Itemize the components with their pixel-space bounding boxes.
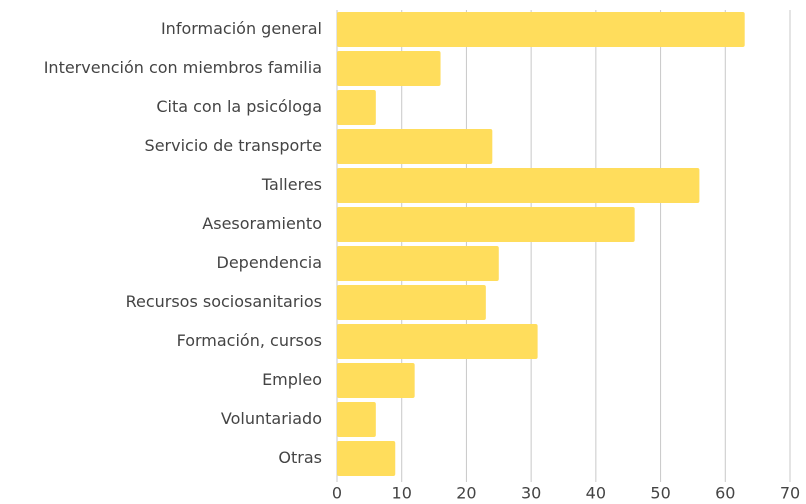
- y-tick-label: Formación, cursos: [177, 331, 322, 350]
- x-tick-label: 10: [392, 484, 412, 503]
- x-tick-label: 50: [650, 484, 670, 503]
- bar: [337, 90, 376, 125]
- y-tick-label: Recursos sociosanitarios: [126, 292, 322, 311]
- y-tick-label: Información general: [161, 19, 322, 38]
- bar: [337, 246, 499, 281]
- bar: [337, 402, 376, 437]
- bar: [337, 51, 441, 86]
- x-tick-label: 20: [456, 484, 476, 503]
- y-tick-label: Empleo: [262, 370, 322, 389]
- y-tick-label: Dependencia: [217, 253, 323, 272]
- bar: [337, 285, 486, 320]
- bar: [337, 441, 396, 476]
- x-tick-label: 30: [521, 484, 541, 503]
- y-tick-label: Otras: [278, 448, 322, 467]
- y-tick-label: Cita con la psicóloga: [156, 97, 322, 116]
- bar: [337, 129, 493, 164]
- bar: [337, 207, 635, 242]
- x-tick-label: 0: [332, 484, 342, 503]
- bar: [337, 12, 745, 47]
- x-tick-label: 40: [586, 484, 606, 503]
- bar: [337, 168, 700, 203]
- y-tick-label: Servicio de transporte: [145, 136, 322, 155]
- x-tick-label: 60: [715, 484, 735, 503]
- y-tick-label: Talleres: [261, 175, 322, 194]
- y-tick-label: Intervención con miembros familia: [44, 58, 322, 77]
- bar: [337, 363, 415, 398]
- y-tick-label: Asesoramiento: [202, 214, 322, 233]
- x-tick-label: 70: [780, 484, 800, 503]
- y-tick-label: Voluntariado: [221, 409, 322, 428]
- bar: [337, 324, 538, 359]
